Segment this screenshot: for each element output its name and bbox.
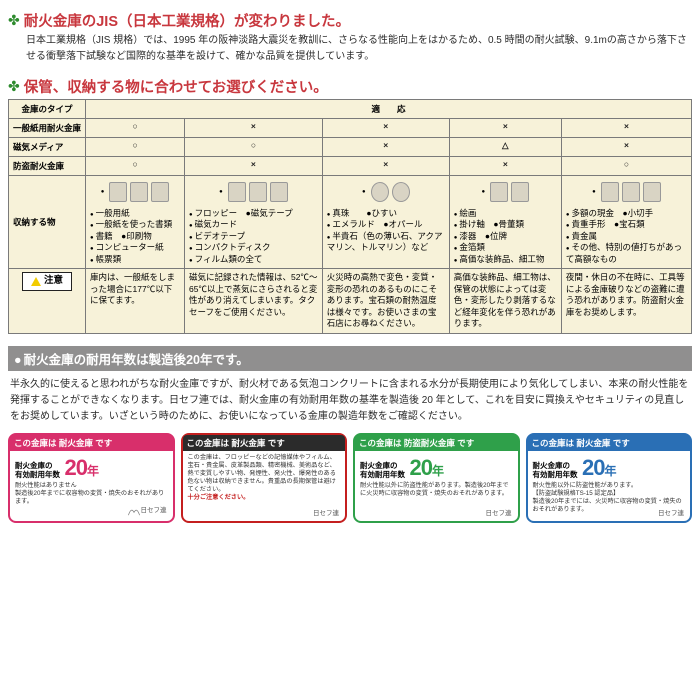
label-signature: 日セフ連 <box>658 507 684 517</box>
label-year: 年 <box>87 464 99 478</box>
label-tab: この金庫は 防盗耐火金庫 です <box>355 435 518 451</box>
label-small: この金庫は、フロッピーなどの記憶媒体やフィルム、宝石・貴金属、皮革製品類、精密機… <box>188 454 341 494</box>
item-illustration <box>566 179 687 205</box>
mark-cell: ○ <box>561 157 691 176</box>
label-year: 年 <box>432 464 444 478</box>
label-card: この金庫は 耐火金庫 です 耐火金庫の 有効耐用年数 20年 耐火性能以外に防盗… <box>526 433 693 523</box>
mark-cell: × <box>322 119 449 138</box>
label-side: 耐火金庫の 有効耐用年数 <box>533 461 578 481</box>
heading-1-text: 耐火金庫のJIS（日本工業規格）が変わりました。 <box>24 10 350 31</box>
label-tab: この金庫は 耐火金庫 です <box>528 435 691 451</box>
row-label: 防盗耐火金庫 <box>9 157 86 176</box>
mark-cell: × <box>322 138 449 157</box>
mark-cell: ○ <box>86 138 185 157</box>
items-cell: 一般用紙一般紙を使った書類書籍 ●印刷物コンピューター紙帳票類 <box>86 176 185 269</box>
label-tab: この金庫は 耐火金庫 です <box>10 435 173 451</box>
mark-cell: × <box>449 157 561 176</box>
caution-label: 注意 <box>44 275 63 288</box>
label-card: この金庫は 耐火金庫 です この金庫は、フロッピーなどの記憶媒体やフィルム、宝石… <box>181 433 348 523</box>
caution-cell: 庫内は、一般紙をしまった場合に177℃以下に保てます。 <box>86 269 185 333</box>
section-band: 耐火金庫の耐用年数は製造後20年です。 <box>8 346 692 371</box>
caution-box: 注意 <box>22 272 72 291</box>
item-illustration <box>90 179 180 205</box>
clover-icon: ✤ <box>8 12 20 29</box>
row-label: 磁気メディア <box>9 138 86 157</box>
label-small: 耐火性能はありません <box>15 482 168 490</box>
items-cell: フロッピー ●磁気テープ磁気カードビデオテープコンパクトディスクフィルム類の全て <box>185 176 323 269</box>
mark-cell: ○ <box>185 138 323 157</box>
compatibility-table: 金庫のタイプ 適 応 一般紙用耐火金庫 ○ × × × × 磁気メディア ○ ○… <box>8 99 692 334</box>
table-row: 磁気メディア ○ ○ × △ × <box>9 138 692 157</box>
item-illustration <box>454 179 557 205</box>
heading-2: ✤ 保管、収納する物に合わせてお選びください。 <box>8 76 692 97</box>
heading-2-text: 保管、収納する物に合わせてお選びください。 <box>24 76 328 97</box>
caution-cell: 夜間・休日の不在時に、工具等による金庫破りなどの盗難に遭う恐れがあります。防盗耐… <box>561 269 691 333</box>
label-card: この金庫は 防盗耐火金庫 です 耐火金庫の 有効耐用年数 20年 耐火性能以外に… <box>353 433 520 523</box>
caution-cell: 高価な装飾品、細工物は、保管の状態によっては変色・変形したり剥落するなど経年変化… <box>449 269 561 333</box>
label-number: 20 <box>409 455 431 481</box>
caution-cell: 火災時の高熱で変色・変質・変形の恐れのあるものにこそあります。宝石類の耐熱温度は… <box>322 269 449 333</box>
label-year: 年 <box>604 464 616 478</box>
table-row: 防盗耐火金庫 ○ × × × ○ <box>9 157 692 176</box>
mark-cell: ○ <box>86 157 185 176</box>
mark-cell: × <box>185 119 323 138</box>
label-cards-row: この金庫は 耐火金庫 です 耐火金庫の 有効耐用年数 20年 耐火性能はありませ… <box>8 433 692 523</box>
label-tab: この金庫は 耐火金庫 です <box>183 435 346 451</box>
label-side: 耐火金庫の 有効耐用年数 <box>360 461 405 481</box>
label-side: 耐火金庫の 有効耐用年数 <box>15 461 60 481</box>
paragraph-1: 日本工業規格（JIS 規格）では、1995 年の阪神淡路大震災を教訓に、さらなる… <box>8 33 692 72</box>
items-cell: 真珠 ●ひすいエメラルド ●オパール半貴石（色の薄い石、アクアマリン、トルマリン… <box>322 176 449 269</box>
caution-row: 注意 庫内は、一般紙をしまった場合に177℃以下に保てます。 磁気に記録された情… <box>9 269 692 333</box>
label-card: この金庫は 耐火金庫 です 耐火金庫の 有効耐用年数 20年 耐火性能はありませ… <box>8 433 175 523</box>
label-signature: 日セフ連 <box>313 507 339 517</box>
mark-cell: ○ <box>86 119 185 138</box>
label-number: 20 <box>582 455 604 481</box>
label-number: 20 <box>64 455 86 481</box>
storage-label: 収納する物 <box>9 176 86 269</box>
mark-cell: △ <box>449 138 561 157</box>
clover-icon: ✤ <box>8 78 20 95</box>
label-foot: 十分ご注意ください。 <box>188 494 341 502</box>
th-compat: 適 応 <box>86 100 692 119</box>
mark-cell: × <box>561 138 691 157</box>
th-type: 金庫のタイプ <box>9 100 86 119</box>
mark-cell: × <box>561 119 691 138</box>
caution-label-cell: 注意 <box>9 269 86 333</box>
paragraph-2: 半永久的に使えると思われがちな耐火金庫ですが、耐火材である気泡コンクリートに含ま… <box>8 371 692 433</box>
mark-cell: × <box>322 157 449 176</box>
table-row: 一般紙用耐火金庫 ○ × × × × <box>9 119 692 138</box>
items-cell: 絵画掛け軸 ●骨董類漆器 ●位牌金箔類高価な装飾品、細工物 <box>449 176 561 269</box>
item-illustration <box>327 179 445 205</box>
items-cell: 多額の現金 ●小切手貴重手形 ●宝石類貴金属その他、特別の値打ちがあって高額なも… <box>561 176 691 269</box>
warning-icon <box>31 277 41 286</box>
row-label: 一般紙用耐火金庫 <box>9 119 86 138</box>
label-small: 耐火性能以外に防盗性能があります。製造後20年までに火災時に収容物の変質・焼失の… <box>360 482 513 498</box>
mark-cell: × <box>185 157 323 176</box>
label-signature: 日セフ連 <box>486 507 512 517</box>
label-signature: 日セフ連 <box>127 504 167 516</box>
caution-cell: 磁気に記録された情報は、52℃～65℃以上で蒸気にさらされると変性があり消えてし… <box>185 269 323 333</box>
item-illustration <box>189 179 318 205</box>
heading-1: ✤ 耐火金庫のJIS（日本工業規格）が変わりました。 <box>8 10 692 31</box>
mark-cell: × <box>449 119 561 138</box>
storage-row: 収納する物 一般用紙一般紙を使った書類書籍 ●印刷物コンピューター紙帳票類 フロ… <box>9 176 692 269</box>
